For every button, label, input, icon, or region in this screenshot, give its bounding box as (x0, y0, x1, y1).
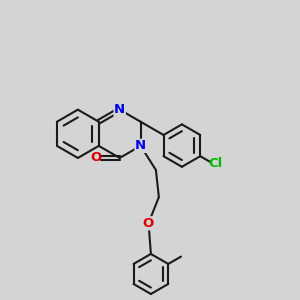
Text: Cl: Cl (208, 157, 223, 169)
Text: O: O (142, 217, 154, 230)
Text: N: N (135, 140, 146, 152)
Text: O: O (91, 152, 102, 164)
Text: N: N (114, 103, 125, 116)
